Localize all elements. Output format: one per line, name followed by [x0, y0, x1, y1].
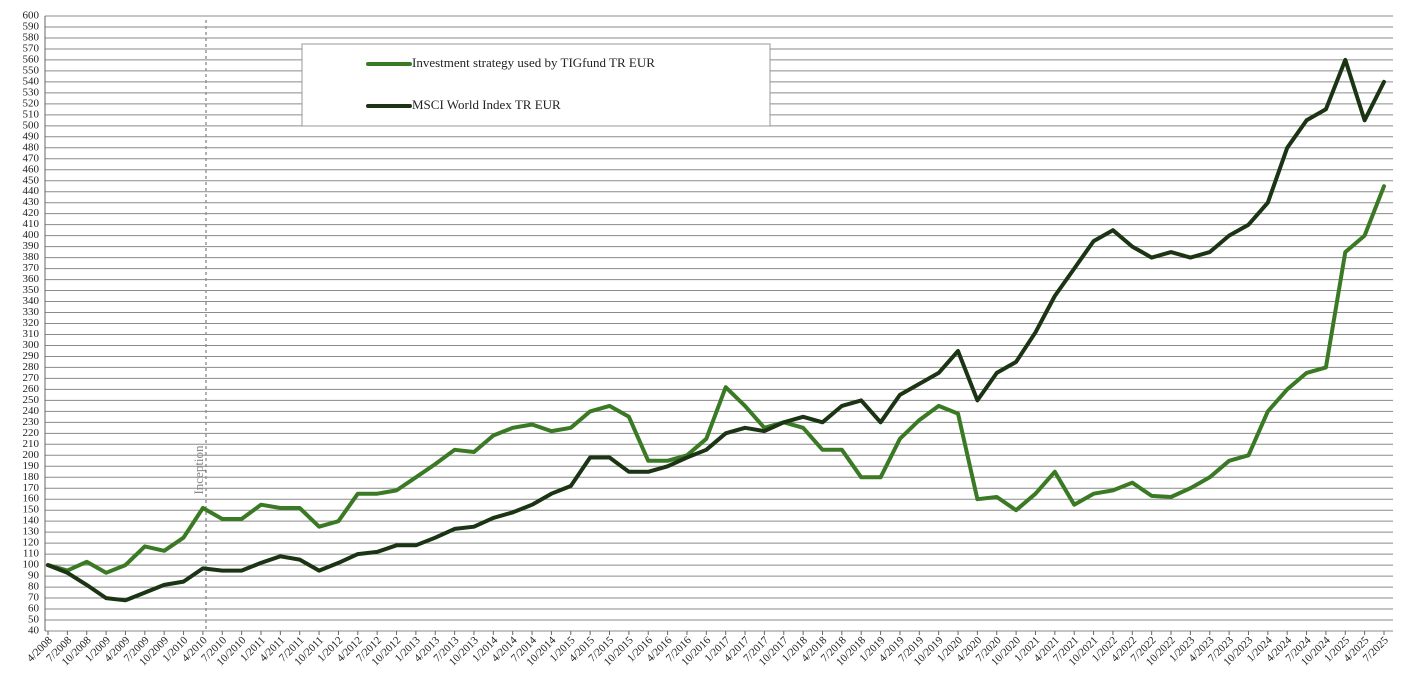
y-tick-label: 300: [23, 339, 40, 351]
y-tick-label: 90: [28, 570, 40, 582]
y-tick-label: 120: [23, 537, 40, 549]
y-tick-label: 540: [23, 75, 40, 87]
y-tick-label: 130: [23, 526, 40, 538]
y-tick-label: 100: [23, 559, 40, 571]
y-tick-label: 490: [23, 130, 40, 142]
y-tick-label: 460: [23, 163, 40, 175]
y-tick-label: 240: [23, 405, 40, 417]
y-tick-label: 450: [23, 174, 40, 186]
y-tick-label: 390: [23, 240, 40, 252]
y-tick-label: 330: [23, 306, 40, 318]
y-tick-label: 570: [23, 42, 40, 54]
y-tick-label: 110: [23, 548, 40, 560]
y-tick-label: 590: [23, 21, 40, 33]
series-line: [46, 57, 1386, 603]
y-tick-label: 150: [23, 504, 40, 516]
y-tick-label: 50: [28, 614, 40, 626]
y-tick-label: 60: [28, 603, 40, 615]
y-tick-label: 230: [23, 416, 40, 428]
y-tick-label: 550: [23, 64, 40, 76]
y-tick-label: 560: [23, 53, 40, 65]
y-tick-label: 320: [23, 317, 40, 329]
legend-label: Investment strategy used by TIGfund TR E…: [412, 55, 655, 70]
y-tick-label: 70: [28, 592, 40, 604]
y-tick-label: 160: [23, 493, 40, 505]
y-tick-label: 380: [23, 251, 40, 263]
legend-label: MSCI World Index TR EUR: [412, 97, 561, 112]
y-tick-label: 510: [23, 108, 40, 120]
y-tick-label: 580: [23, 31, 40, 43]
y-tick-label: 310: [23, 328, 40, 340]
y-tick-label: 480: [23, 141, 40, 153]
y-tick-label: 190: [23, 460, 40, 472]
y-tick-label: 210: [23, 438, 40, 450]
legend-box: [301, 43, 771, 127]
y-tick-label: 180: [23, 471, 40, 483]
y-tick-label: 360: [23, 273, 40, 285]
y-tick-label: 370: [23, 262, 40, 274]
y-tick-label: 470: [23, 152, 40, 164]
y-tick-label: 250: [23, 394, 40, 406]
y-tick-label: 530: [23, 86, 40, 98]
inception-label: Inception: [191, 445, 206, 495]
y-tick-label: 140: [23, 515, 40, 527]
y-tick-label: 290: [23, 350, 40, 362]
y-tick-label: 520: [23, 97, 40, 109]
y-tick-label: 400: [23, 229, 40, 241]
y-tick-label: 430: [23, 196, 40, 208]
plot: 4050607080901001101201301401501601701801…: [23, 10, 1393, 668]
y-tick-label: 260: [23, 383, 40, 395]
y-tick-label: 40: [28, 625, 40, 637]
y-tick-label: 200: [23, 449, 40, 461]
y-tick-label: 340: [23, 295, 40, 307]
y-tick-label: 410: [23, 218, 40, 230]
y-tick-label: 80: [28, 581, 40, 593]
y-tick-label: 280: [23, 361, 40, 373]
y-tick-label: 500: [23, 119, 40, 131]
y-tick-label: 270: [23, 372, 40, 384]
y-tick-label: 420: [23, 207, 40, 219]
y-tick-label: 440: [23, 185, 40, 197]
series-line: [46, 184, 1386, 575]
y-tick-label: 170: [23, 482, 40, 494]
y-tick-label: 220: [23, 427, 40, 439]
y-tick-label: 600: [23, 10, 40, 22]
y-tick-label: 350: [23, 284, 40, 296]
